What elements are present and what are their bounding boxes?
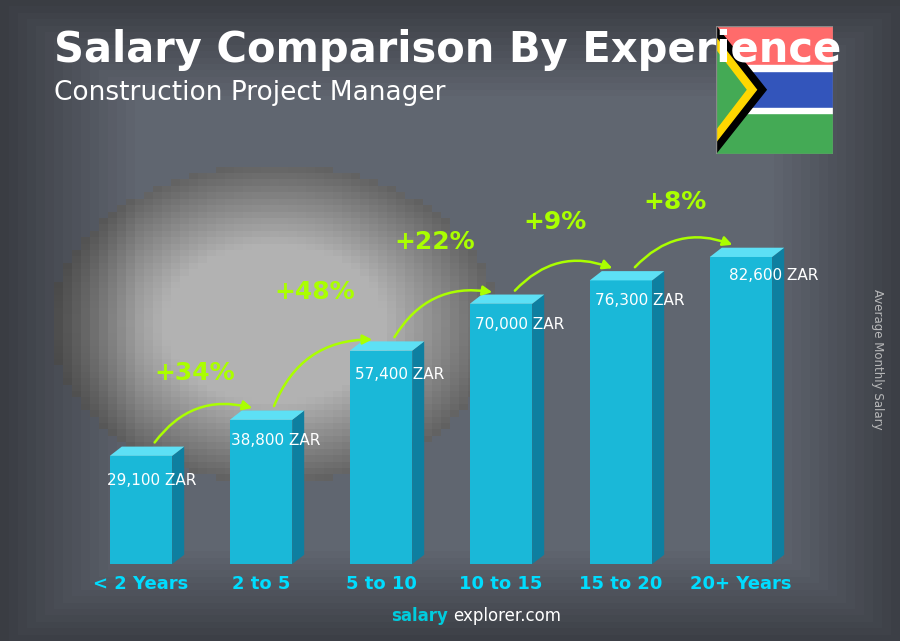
Polygon shape xyxy=(716,50,746,129)
Bar xyxy=(470,304,532,564)
Polygon shape xyxy=(716,26,766,154)
Polygon shape xyxy=(230,410,304,420)
Text: +9%: +9% xyxy=(524,210,587,234)
Bar xyxy=(716,26,832,68)
Polygon shape xyxy=(172,447,184,564)
Polygon shape xyxy=(772,247,784,564)
Bar xyxy=(350,351,412,564)
Polygon shape xyxy=(710,247,784,257)
Text: explorer.com: explorer.com xyxy=(453,607,561,625)
Bar xyxy=(716,65,832,71)
Bar xyxy=(716,108,832,113)
Bar xyxy=(716,68,832,111)
Text: 70,000 ZAR: 70,000 ZAR xyxy=(474,317,563,332)
Polygon shape xyxy=(590,271,664,280)
Text: 38,800 ZAR: 38,800 ZAR xyxy=(231,433,320,448)
Text: Average Monthly Salary: Average Monthly Salary xyxy=(871,288,884,429)
Text: +22%: +22% xyxy=(395,229,475,254)
Text: 57,400 ZAR: 57,400 ZAR xyxy=(355,367,444,383)
Polygon shape xyxy=(716,37,756,142)
Bar xyxy=(590,280,652,564)
Bar xyxy=(110,456,172,564)
Bar xyxy=(710,257,772,564)
Text: 29,100 ZAR: 29,100 ZAR xyxy=(107,472,197,488)
Bar xyxy=(716,111,832,154)
Bar xyxy=(230,420,292,564)
Polygon shape xyxy=(110,447,184,456)
Text: Salary Comparison By Experience: Salary Comparison By Experience xyxy=(54,29,842,71)
Polygon shape xyxy=(412,342,424,564)
Polygon shape xyxy=(652,271,664,564)
Text: +8%: +8% xyxy=(644,190,706,214)
Text: 82,600 ZAR: 82,600 ZAR xyxy=(729,268,818,283)
Polygon shape xyxy=(470,294,544,304)
Text: +34%: +34% xyxy=(155,360,235,385)
Text: Construction Project Manager: Construction Project Manager xyxy=(54,80,446,106)
Polygon shape xyxy=(292,410,304,564)
Text: +48%: +48% xyxy=(274,280,356,304)
Text: 76,300 ZAR: 76,300 ZAR xyxy=(595,294,684,308)
Polygon shape xyxy=(532,294,544,564)
Text: salary: salary xyxy=(392,607,448,625)
Polygon shape xyxy=(350,342,424,351)
